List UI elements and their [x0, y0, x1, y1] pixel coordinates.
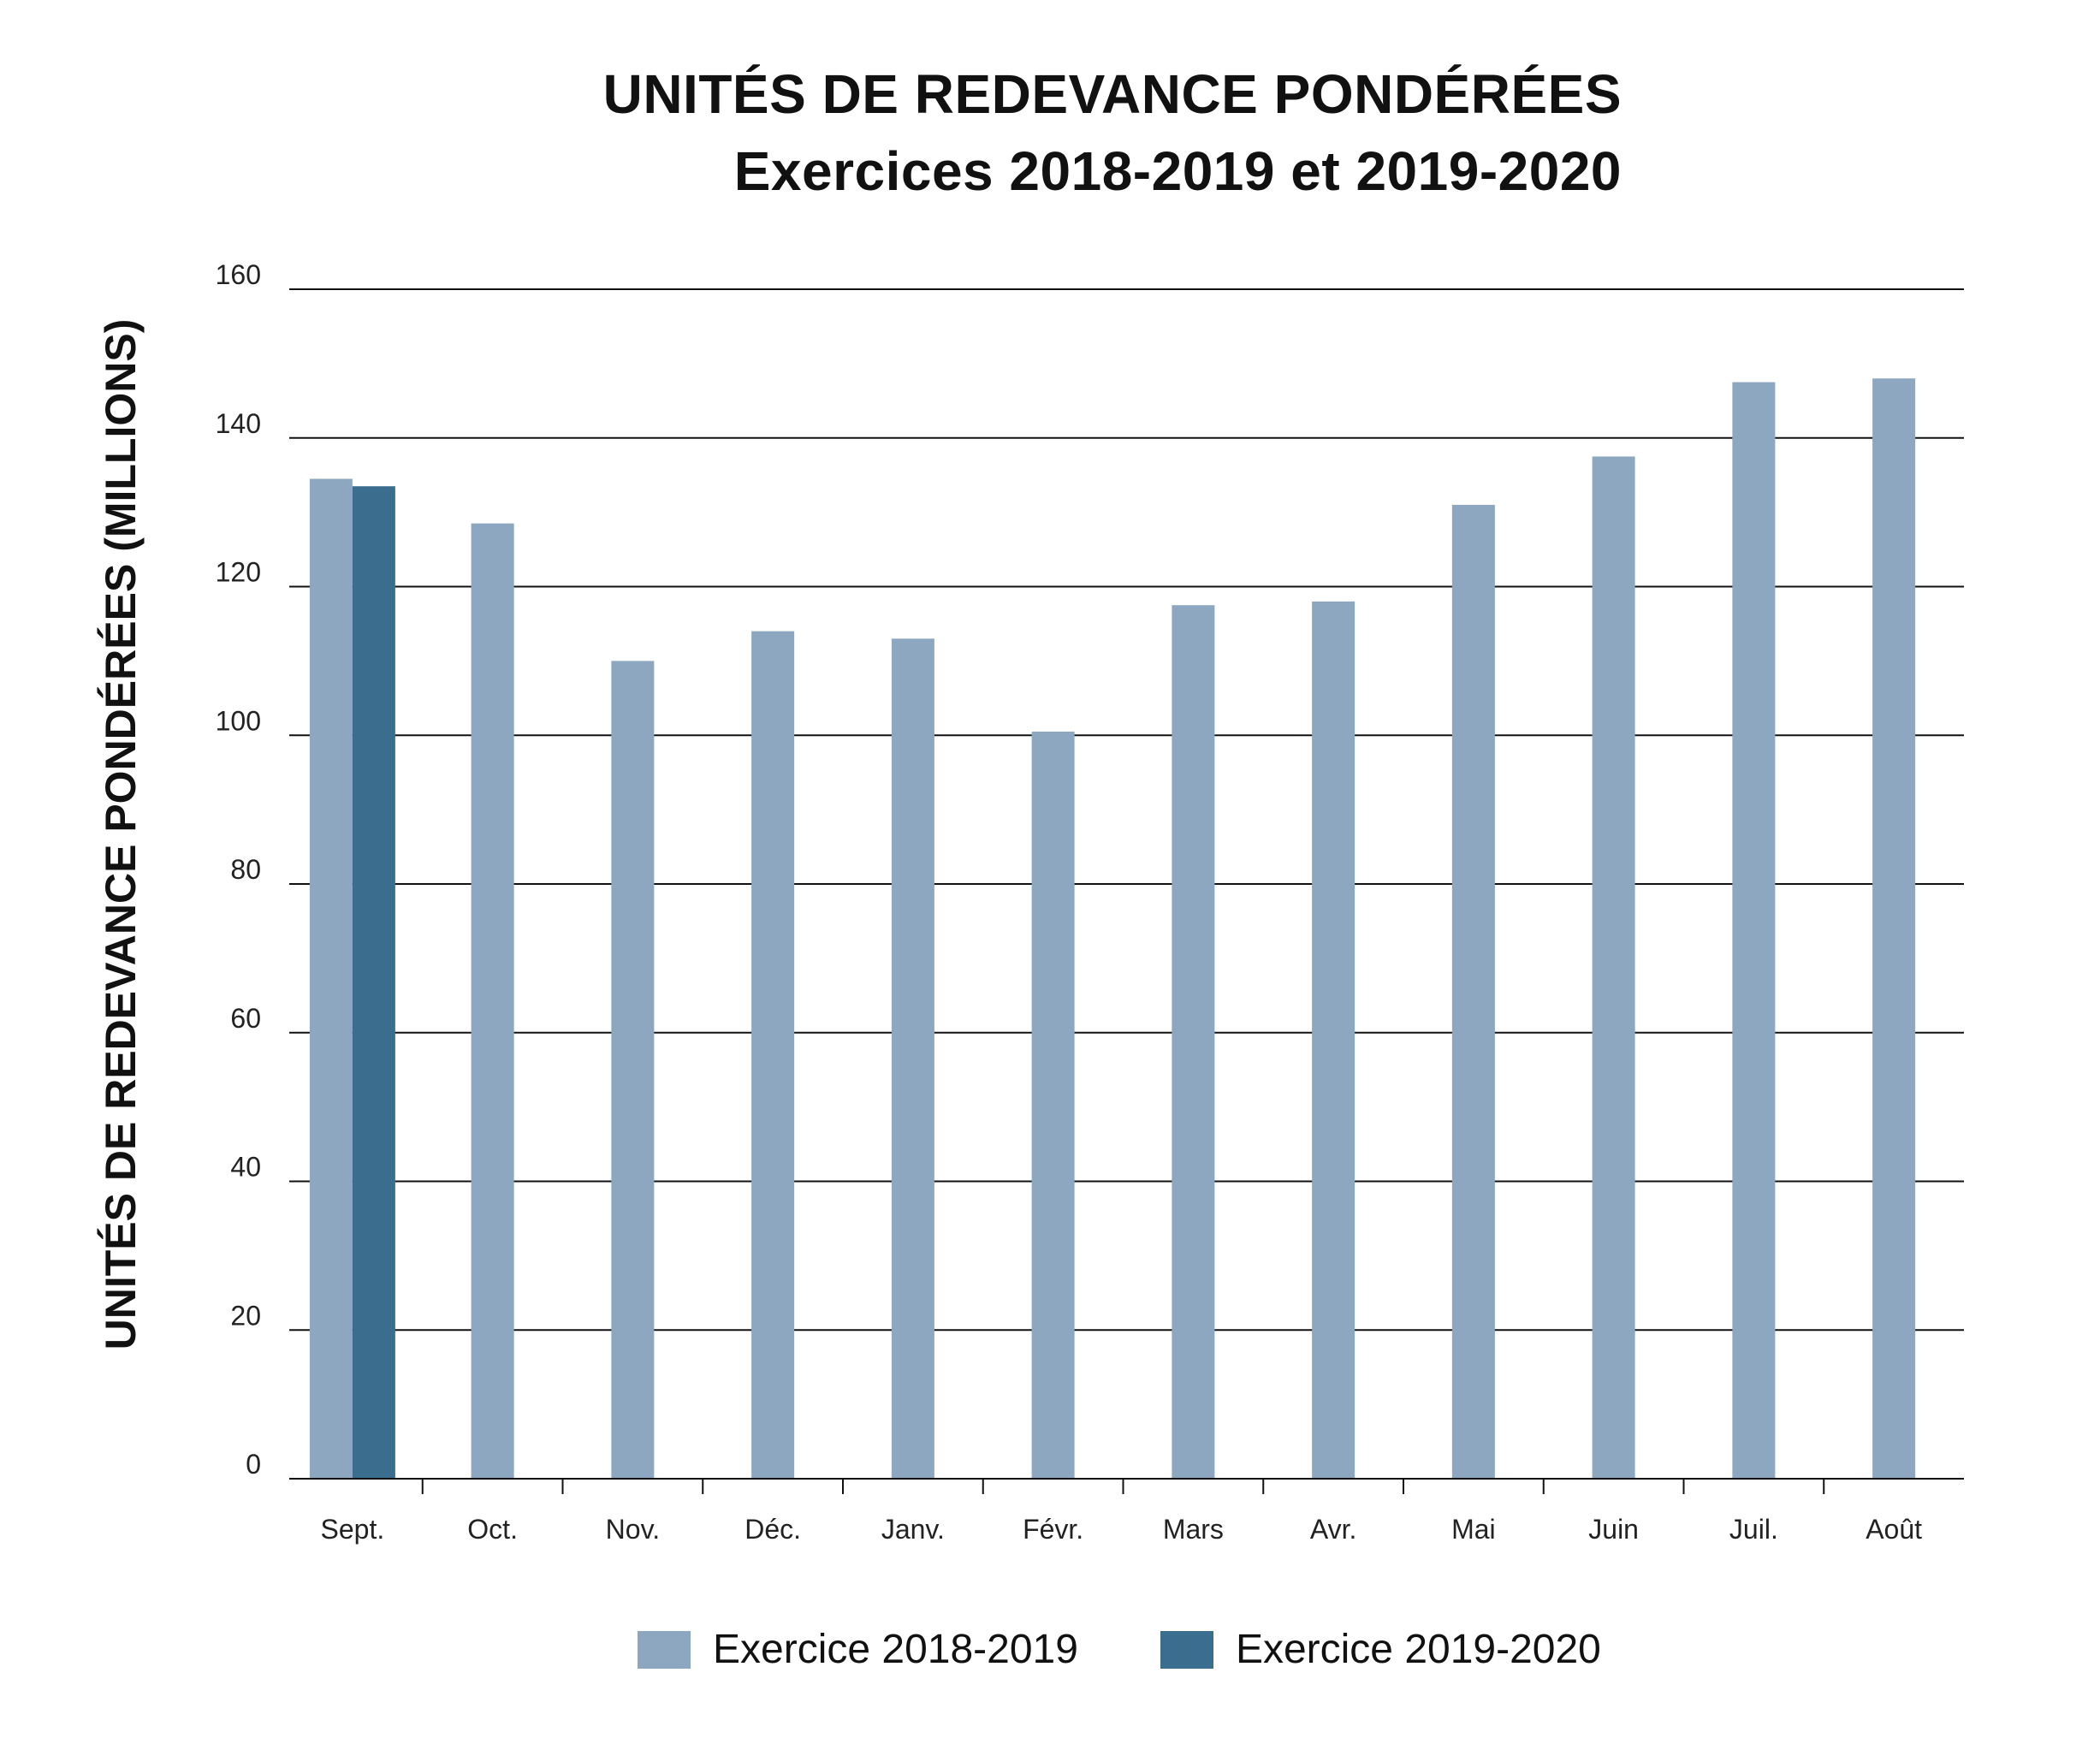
x-tick-label: Janv. [881, 1514, 945, 1545]
y-tick-label: 0 [246, 1449, 261, 1480]
x-tick-label: Mars [1163, 1514, 1224, 1545]
bar-2018-2019-11 [1872, 378, 1916, 1479]
x-tick-label: Juil. [1729, 1514, 1778, 1545]
x-tick-label: Juin [1588, 1514, 1639, 1545]
y-tick-label: 40 [230, 1152, 261, 1183]
bar-2018-2019-1 [471, 523, 514, 1479]
y-tick-label: 140 [216, 408, 261, 439]
bar-2018-2019-6 [1172, 605, 1215, 1479]
legend-label-2019-2020: Exercice 2019-2020 [1235, 1627, 1601, 1672]
x-tick-label: Sept. [321, 1514, 385, 1545]
legend-label-2018-2019: Exercice 2018-2019 [713, 1627, 1078, 1672]
chart-title: UNITÉS DE REDEVANCE PONDÉRÉES [602, 63, 1622, 125]
bars [309, 378, 1916, 1479]
x-tick-label: Nov. [606, 1514, 660, 1545]
gridlines [289, 288, 1964, 1480]
legend: Exercice 2018-2019 Exercice 2019-2020 [638, 1626, 1683, 1673]
y-tick-label: 60 [230, 1003, 261, 1034]
x-tick-label: Mai [1451, 1514, 1496, 1545]
x-tick-label: Déc. [744, 1514, 801, 1545]
y-tick-label: 160 [216, 259, 261, 290]
y-axis-title: UNITÉS DE REDEVANCE PONDÉRÉES (MILLIONS) [97, 319, 145, 1350]
bar-2018-2019-9 [1592, 456, 1635, 1479]
y-tick-label: 20 [230, 1300, 261, 1331]
y-tick-label: 100 [216, 705, 261, 736]
bar-2018-2019-8 [1451, 504, 1495, 1479]
bar-2018-2019-7 [1312, 601, 1356, 1479]
y-tick-label: 80 [230, 854, 261, 885]
chart-subtitle: Exercices 2018-2019 et 2019-2020 [733, 140, 1622, 202]
legend-swatch-2018-2019 [638, 1630, 691, 1669]
x-tick-label: Avr. [1310, 1514, 1357, 1545]
bar-2018-2019-5 [1031, 731, 1075, 1479]
bar-2018-2019-2 [611, 661, 655, 1479]
chart-title-block: UNITÉS DE REDEVANCE PONDÉRÉES Exercices … [0, 67, 1622, 199]
legend-item-2019-2020: Exercice 2019-2020 [1160, 1626, 1601, 1673]
y-tick-label: 120 [216, 557, 261, 588]
y-tick-labels: 0 20 40 60 80 100 120 140 160 [216, 259, 261, 1480]
x-tick-label: Août [1866, 1514, 1922, 1545]
bar-2018-2019-4 [891, 638, 934, 1479]
bar-2018-2019-0 [309, 478, 353, 1479]
bar-2019-2020-0 [352, 486, 395, 1479]
legend-swatch-2019-2020 [1160, 1630, 1213, 1669]
x-axis: Sept. Oct. Nov. Déc. Janv. Févr. Mars Avr. Mai Ju… [289, 1478, 1964, 1545]
bar-2018-2019-3 [751, 631, 795, 1479]
bar-2018-2019-10 [1732, 382, 1776, 1479]
x-tick-label: Oct. [467, 1514, 518, 1545]
legend-item-2018-2019: Exercice 2018-2019 [638, 1626, 1078, 1673]
x-tick-label: Févr. [1023, 1514, 1083, 1545]
